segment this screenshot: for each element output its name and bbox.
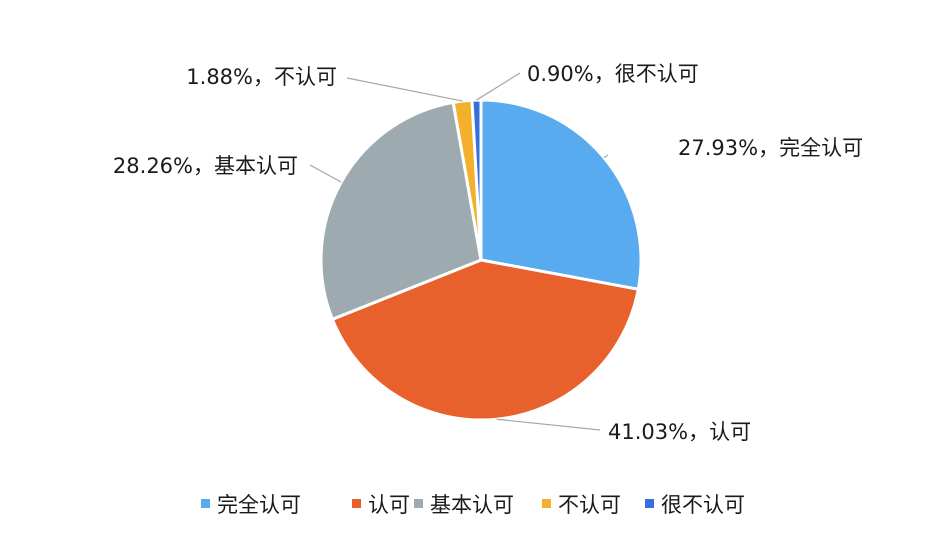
legend-label: 基本认可 — [430, 493, 514, 517]
pie-slice-5 — [470, 98, 483, 261]
legend-label: 认可 — [368, 493, 410, 517]
data-label: 1.88%，不认可 — [186, 65, 337, 89]
legend-swatch — [352, 499, 361, 508]
legend-label: 完全认可 — [217, 493, 301, 517]
data-label: 0.90%，很不认可 — [527, 62, 699, 86]
leader-line — [476, 72, 521, 101]
legend-label: 不认可 — [558, 493, 621, 517]
data-label: 41.03%，认可 — [608, 420, 751, 444]
data-label: 27.93%，完全认可 — [678, 136, 863, 160]
legend-swatch — [645, 499, 654, 508]
legend-swatch — [542, 499, 551, 508]
leader-line — [309, 164, 342, 183]
leader-line — [346, 77, 463, 102]
leader-line — [603, 154, 609, 159]
leader-line — [496, 418, 601, 431]
legend-label: 很不认可 — [661, 493, 745, 517]
pie-slice-3 — [319, 100, 483, 322]
legend-swatch — [414, 499, 423, 508]
pie-slice-1 — [479, 98, 643, 292]
data-label: 28.26%，基本认可 — [113, 154, 298, 178]
legend-swatch — [201, 499, 210, 508]
